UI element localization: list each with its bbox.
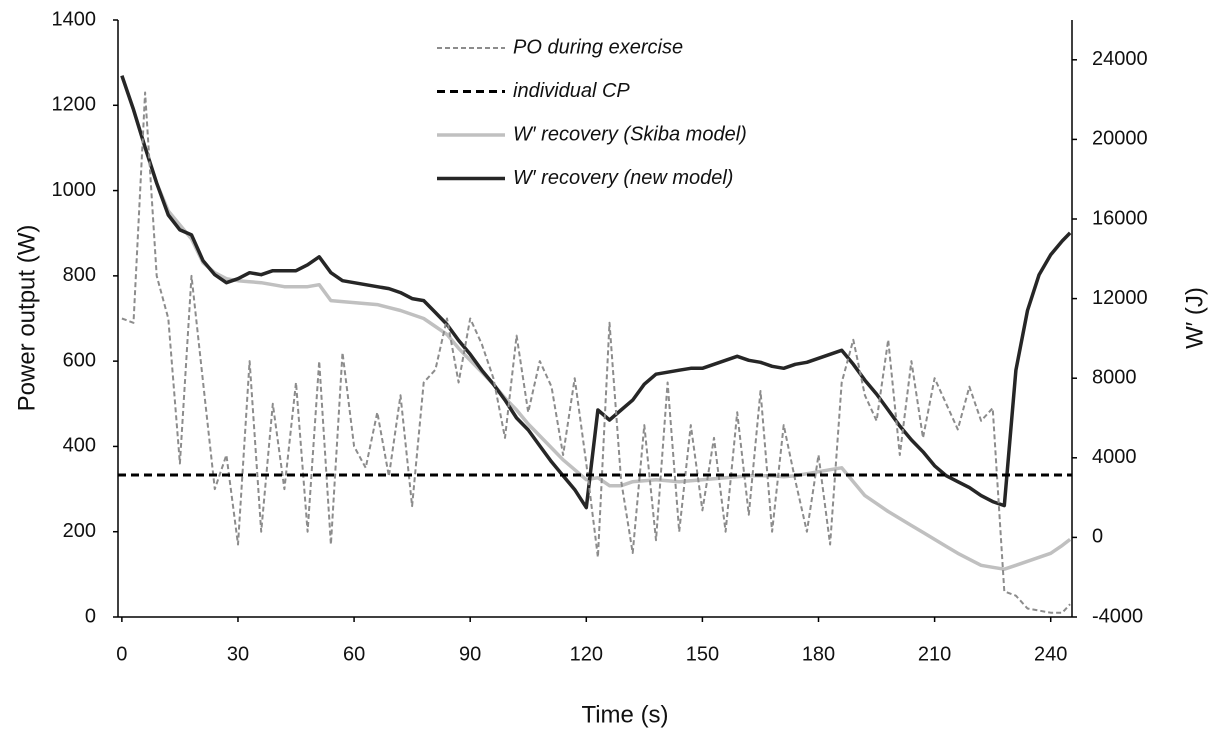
y-tick-label: 1200 [52, 94, 97, 116]
series-line [120, 75, 1072, 571]
series-line [121, 91, 1071, 614]
x-axis-label: Time (s) [581, 701, 668, 728]
y-axis-label: Power output (W) [13, 225, 40, 412]
y-tick-label: 600 [63, 349, 96, 371]
y2-tick-label: 0 [1092, 526, 1103, 548]
x-tick-label: 60 [343, 643, 365, 665]
x-tick-label: 30 [227, 643, 249, 665]
y2-tick-label: 12000 [1092, 287, 1148, 309]
y2-tick-label: -4000 [1092, 605, 1143, 627]
y-tick-label: 1400 [52, 8, 97, 30]
y2-tick-label: 8000 [1092, 366, 1137, 388]
y-tick-label: 0 [85, 605, 96, 627]
x-tick-label: 0 [116, 643, 127, 665]
x-tick-label: 150 [686, 643, 719, 665]
x-tick-label: 180 [802, 643, 835, 665]
x-tick-label: 210 [918, 643, 951, 665]
y-tick-label: 1000 [52, 179, 97, 201]
legend-label: PO during exercise [513, 36, 683, 58]
legend-label: individual CP [513, 80, 630, 102]
series-line [120, 75, 1072, 510]
x-tick-label: 240 [1034, 643, 1067, 665]
x-tick-label: 90 [459, 643, 481, 665]
y2-tick-label: 24000 [1092, 48, 1148, 70]
y2-tick-label: 20000 [1092, 128, 1148, 150]
x-tick-label: 120 [570, 643, 603, 665]
y2-tick-label: 4000 [1092, 446, 1137, 468]
y-tick-label: 800 [63, 264, 96, 286]
y2-tick-label: 16000 [1092, 207, 1148, 229]
legend-label: W′ recovery (new model) [513, 167, 733, 189]
legend-label: W′ recovery (Skiba model) [513, 123, 747, 145]
y-tick-label: 200 [63, 520, 96, 542]
y-tick-label: 400 [63, 435, 96, 457]
y2-axis-label: W′ (J) [1181, 287, 1208, 349]
